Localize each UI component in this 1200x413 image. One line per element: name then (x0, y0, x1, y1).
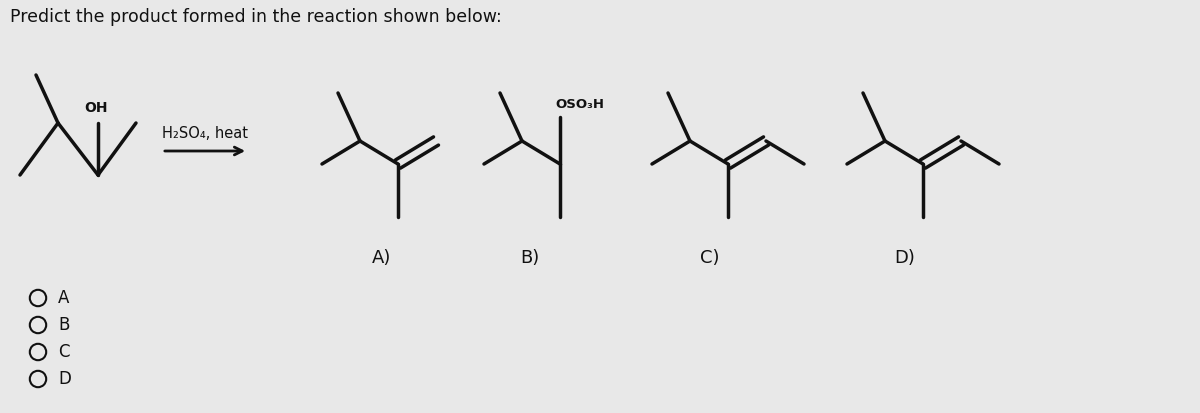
Text: Predict the product formed in the reaction shown below:: Predict the product formed in the reacti… (10, 8, 502, 26)
Text: D: D (58, 370, 71, 388)
Text: B: B (58, 316, 70, 334)
Text: C: C (58, 343, 70, 361)
Text: D): D) (894, 249, 916, 267)
Text: OH: OH (84, 101, 108, 115)
Text: C): C) (701, 249, 720, 267)
Text: B): B) (521, 249, 540, 267)
Text: H₂SO₄, heat: H₂SO₄, heat (162, 126, 248, 141)
Text: A: A (58, 289, 70, 307)
Text: A): A) (372, 249, 391, 267)
Text: OSO₃H: OSO₃H (554, 98, 604, 111)
